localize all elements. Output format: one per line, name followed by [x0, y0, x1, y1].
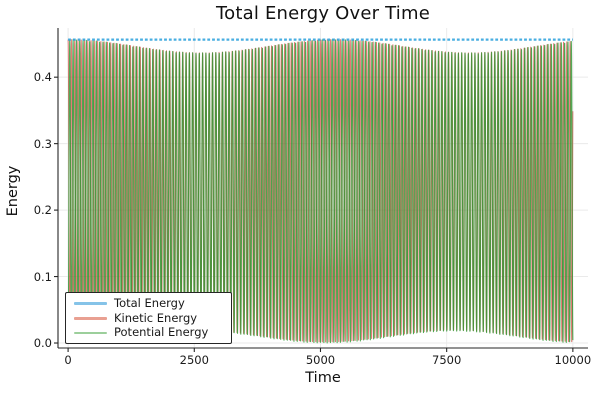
- y-tick-label: 0.2: [33, 203, 52, 218]
- x-tick-label: 2500: [179, 353, 209, 367]
- y-tick-label: 0.4: [33, 70, 52, 85]
- x-tick-label: 0: [64, 353, 72, 367]
- x-tick-label: 10000: [554, 353, 592, 367]
- x-axis-label: Time: [305, 370, 341, 386]
- y-axis-label: Energy: [5, 165, 21, 217]
- y-tick-label: 0.0: [33, 336, 52, 350]
- legend-item-kinetic-energy: Kinetic Energy: [74, 311, 231, 326]
- chart-title: Total Energy Over Time: [216, 3, 430, 24]
- x-tick-label: 5000: [305, 353, 336, 367]
- total-energy-line-swatch: [74, 302, 107, 306]
- legend-label: Potential Energy: [114, 325, 209, 340]
- x-tick-label: 7500: [432, 353, 462, 367]
- potential-energy-line-swatch: [74, 331, 107, 335]
- kinetic-energy-line-swatch: [74, 317, 107, 320]
- legend-label: Total Energy: [114, 296, 185, 311]
- legend-item-potential-energy: Potential Energy: [74, 326, 231, 341]
- legend-item-total-energy: Total Energy: [74, 297, 231, 312]
- legend: Total Energy Kinetic Energy Potential En…: [65, 292, 232, 344]
- y-tick-label: 0.1: [33, 269, 52, 284]
- y-tick-label: 0.3: [33, 136, 52, 151]
- legend-label: Kinetic Energy: [114, 310, 198, 325]
